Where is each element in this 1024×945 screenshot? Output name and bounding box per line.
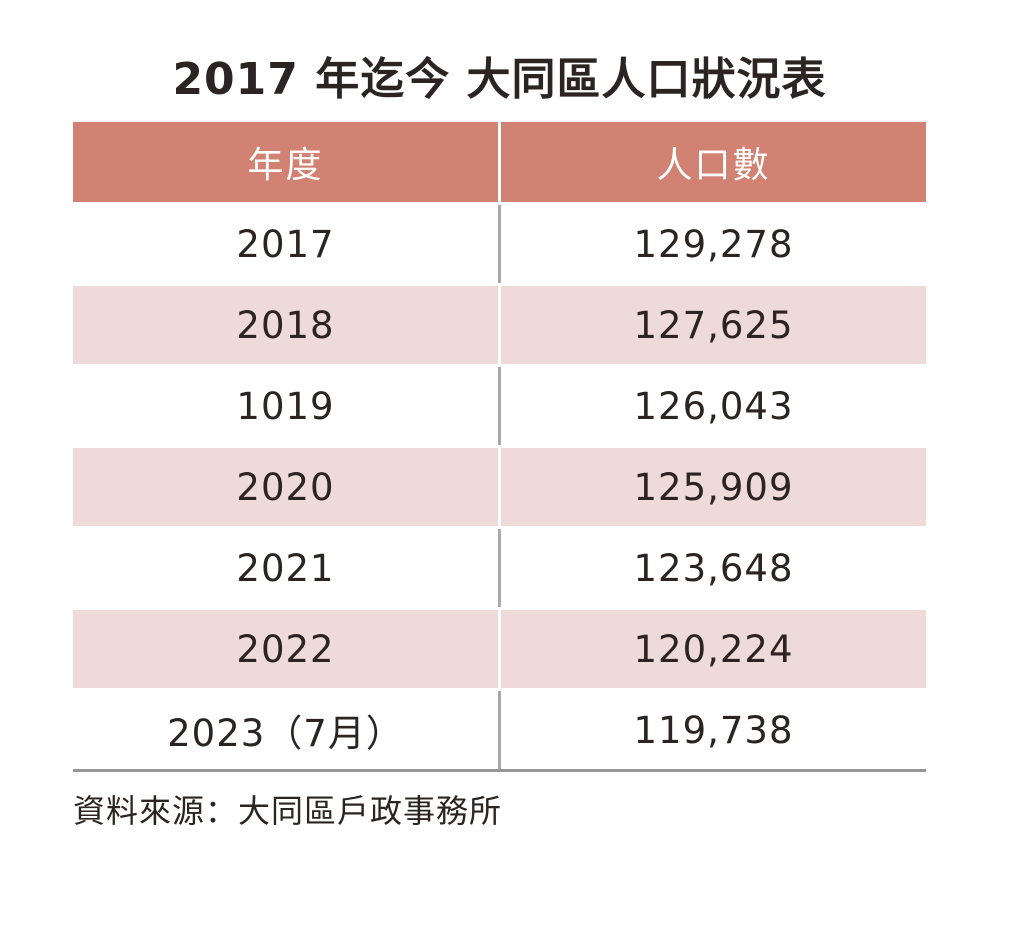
table-row: 2020 125,909 [73, 448, 926, 526]
table-header-row: 年度 人口數 [73, 122, 926, 202]
population-table: 年度 人口數 2017 129,278 2018 127,625 1019 12… [73, 122, 926, 772]
table-row: 1019 126,043 [73, 367, 926, 445]
year-cell: 2018 [73, 286, 498, 364]
page-title: 2017 年迄今 大同區人口狀況表 [172, 54, 827, 105]
year-cell: 1019 [73, 367, 498, 445]
table-row: 2022 120,224 [73, 610, 926, 688]
year-cell: 2021 [73, 529, 498, 607]
population-cell: 123,648 [501, 529, 926, 607]
column-header-population: 人口數 [501, 122, 926, 202]
population-cell: 129,278 [501, 205, 926, 283]
year-cell: 2023（7月） [73, 691, 498, 769]
population-cell: 119,738 [501, 691, 926, 769]
source-note: 資料來源：大同區戶政事務所 [73, 792, 503, 830]
column-header-year: 年度 [73, 122, 498, 202]
table-row: 2021 123,648 [73, 529, 926, 607]
table-row: 2018 127,625 [73, 286, 926, 364]
population-cell: 125,909 [501, 448, 926, 526]
population-cell: 120,224 [501, 610, 926, 688]
population-cell: 126,043 [501, 367, 926, 445]
year-cell: 2017 [73, 205, 498, 283]
table-body: 2017 129,278 2018 127,625 1019 126,043 2… [73, 205, 926, 769]
table-row: 2017 129,278 [73, 205, 926, 283]
page: 2017 年迄今 大同區人口狀況表 年度 人口數 2017 129,278 20… [0, 52, 1024, 832]
year-cell: 2022 [73, 610, 498, 688]
year-cell: 2020 [73, 448, 498, 526]
table-bottom-border [73, 769, 926, 772]
population-cell: 127,625 [501, 286, 926, 364]
table-row: 2023（7月） 119,738 [73, 691, 926, 769]
